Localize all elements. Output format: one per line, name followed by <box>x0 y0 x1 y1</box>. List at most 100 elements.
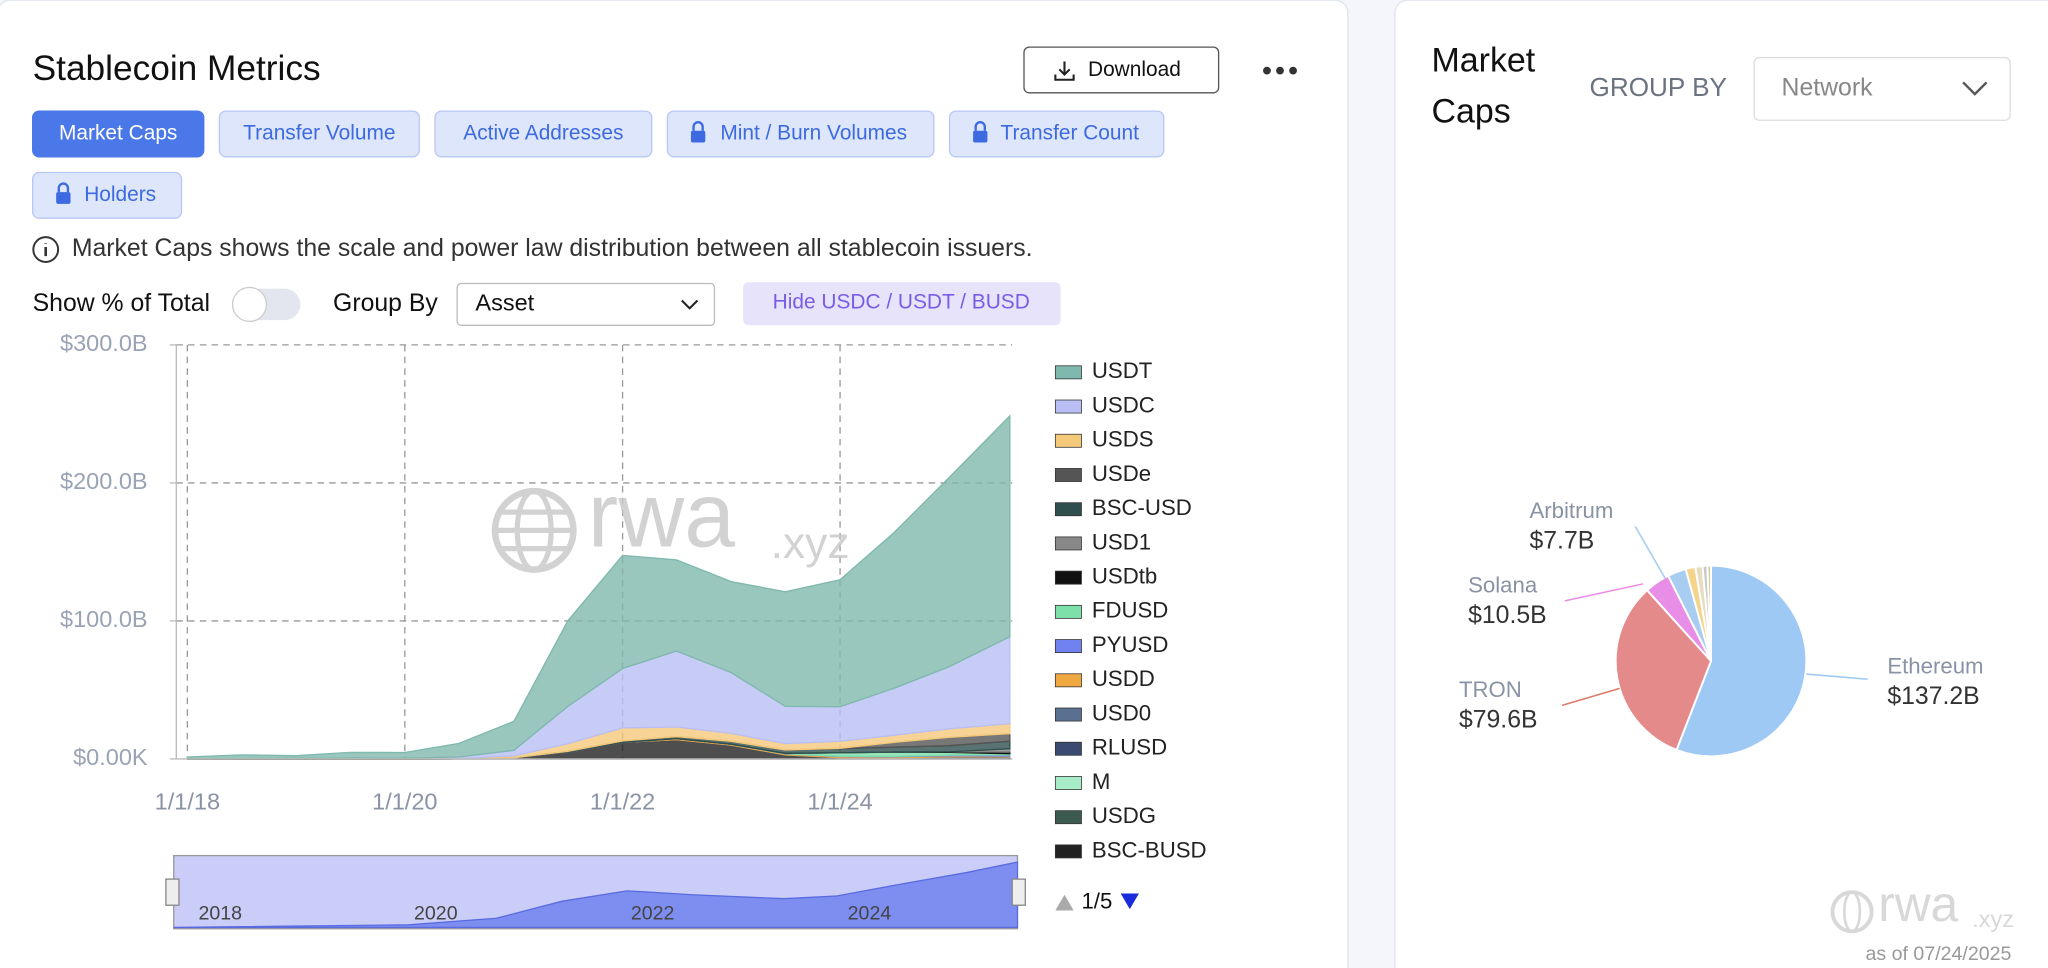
download-button[interactable] <box>1023 46 1220 94</box>
legend-label[interactable]: M <box>1092 769 1110 794</box>
legend-swatch <box>1054 502 1082 517</box>
legend-label[interactable]: USDS <box>1092 427 1154 452</box>
as-of: as of 07/24/2025 <box>1866 943 2012 965</box>
navigator-label: 2024 <box>848 903 892 925</box>
tab-label[interactable]: Active Addresses <box>463 121 623 144</box>
tab-label[interactable]: Transfer Count <box>1000 121 1139 144</box>
navigator-handle[interactable] <box>165 878 180 906</box>
navigator-label: 2020 <box>414 903 458 925</box>
tab[interactable] <box>32 171 183 219</box>
watermark-suffix: .xyz <box>771 519 850 568</box>
tab-label[interactable]: Holders <box>84 183 156 206</box>
side-title: Caps <box>1432 93 1511 131</box>
legend-label[interactable]: USDG <box>1092 803 1156 828</box>
y-tick-label: $100.0B <box>60 606 148 632</box>
navigator-handle[interactable] <box>1011 878 1026 906</box>
group-by-label: Group By <box>333 290 438 317</box>
pie-value-label: $7.7B <box>1529 528 1594 555</box>
tabs: Market Caps Transfer Volume Active Address… <box>32 110 1165 219</box>
pie-slice[interactable] <box>1614 588 1713 752</box>
pie-value-label: $137.2B <box>1887 683 1979 710</box>
chevron <box>681 299 699 310</box>
legend-swatch <box>1054 673 1082 688</box>
leader-line <box>1634 526 1666 580</box>
area-chart: $0.00K $100.0B $200.0B $300.0B 1/1/18 1/1/20 1… <box>60 330 1207 862</box>
hide-button[interactable] <box>743 282 1061 326</box>
watermark: rwa .xyz <box>1830 876 2014 934</box>
pie-slice[interactable] <box>1675 564 1808 758</box>
legend-label[interactable]: BSC-USD <box>1092 495 1192 520</box>
group-by-value[interactable]: Asset <box>475 290 534 316</box>
x-tick-label: 1/1/24 <box>807 789 872 815</box>
side-group-by-value[interactable]: Network <box>1782 74 1874 101</box>
tab-label[interactable]: Mint / Burn Volumes <box>720 121 907 144</box>
legend-label[interactable]: USDC <box>1092 392 1155 417</box>
pie-slice[interactable] <box>1706 564 1712 662</box>
y-tick-label: $300.0B <box>60 330 148 356</box>
download-label[interactable]: Download <box>1088 58 1181 81</box>
legend-swatch <box>1054 365 1082 380</box>
legend-swatch <box>1054 707 1082 722</box>
side-title: Market <box>1432 42 1536 80</box>
watermark-suffix: .xyz <box>1972 906 2014 932</box>
side-group-by-label: GROUP BY <box>1590 72 1727 102</box>
leader-line <box>1564 583 1644 602</box>
legend-page: 1/5 <box>1081 888 1112 913</box>
side-card <box>1394 0 2048 968</box>
watermark-name: rwa <box>1878 876 1958 932</box>
group-by-select[interactable] <box>456 282 716 326</box>
legend-label[interactable]: USDe <box>1092 461 1151 486</box>
lock-icon <box>692 121 704 131</box>
legend-label[interactable]: RLUSD <box>1092 735 1167 760</box>
tab[interactable] <box>218 110 420 158</box>
legend-swatch <box>1054 776 1082 790</box>
legend-label[interactable]: BSC-BUSD <box>1092 837 1207 862</box>
side-group-by-select[interactable] <box>1753 56 2011 121</box>
lock-icon <box>57 182 70 193</box>
lock-icon <box>690 130 706 143</box>
pie-label: Solana <box>1468 572 1538 597</box>
legend-label[interactable]: USDtb <box>1092 564 1157 589</box>
tab[interactable] <box>666 110 935 158</box>
leader-line <box>1561 687 1620 707</box>
tab[interactable] <box>948 110 1165 158</box>
info-text: Market Caps shows the scale and power la… <box>72 235 1033 262</box>
pie-label: TRON <box>1459 677 1522 702</box>
tab-label[interactable]: Market Caps <box>59 121 177 144</box>
legend-label[interactable]: FDUSD <box>1092 598 1168 623</box>
x-tick-label: 1/1/22 <box>590 789 655 815</box>
legend-next[interactable] <box>1120 893 1139 910</box>
title: Stablecoin Metrics <box>33 49 321 88</box>
legend-swatch <box>1054 741 1082 756</box>
legend-swatch <box>1054 399 1082 414</box>
leader-line <box>1806 673 1868 681</box>
legend-label[interactable]: USDT <box>1092 358 1153 383</box>
more-menu[interactable] <box>1263 66 1297 75</box>
legend-swatch <box>1054 604 1082 619</box>
lock-icon <box>56 192 71 204</box>
legend-prev[interactable] <box>1055 894 1074 911</box>
lock-icon <box>974 121 986 131</box>
legend-swatch <box>1054 468 1082 482</box>
chevron <box>1962 81 1988 96</box>
legend-swatch <box>1054 433 1082 448</box>
watermark-name: rwa <box>588 465 735 567</box>
tab[interactable] <box>32 110 205 158</box>
hide-button-label[interactable]: Hide USDC / USDT / BUSD <box>773 291 1030 314</box>
legend-swatch <box>1054 810 1082 825</box>
tab[interactable] <box>434 110 653 158</box>
legend-label[interactable]: USD0 <box>1092 700 1151 725</box>
legend-swatch <box>1054 570 1082 585</box>
lock-icon <box>973 130 988 143</box>
area-series <box>186 414 1011 760</box>
info-icon <box>32 236 60 263</box>
legend-label[interactable]: PYUSD <box>1092 632 1168 657</box>
pie-value-label: $10.5B <box>1468 602 1547 629</box>
legend-label[interactable]: USD1 <box>1092 529 1151 554</box>
download-icon <box>1054 61 1075 81</box>
y-tick-label: $0.00K <box>73 744 148 770</box>
y-tick-label: $200.0B <box>60 468 148 494</box>
x-tick-label: 1/1/20 <box>372 789 437 815</box>
legend-label[interactable]: USDD <box>1092 666 1155 691</box>
tab-label[interactable]: Transfer Volume <box>243 121 395 144</box>
